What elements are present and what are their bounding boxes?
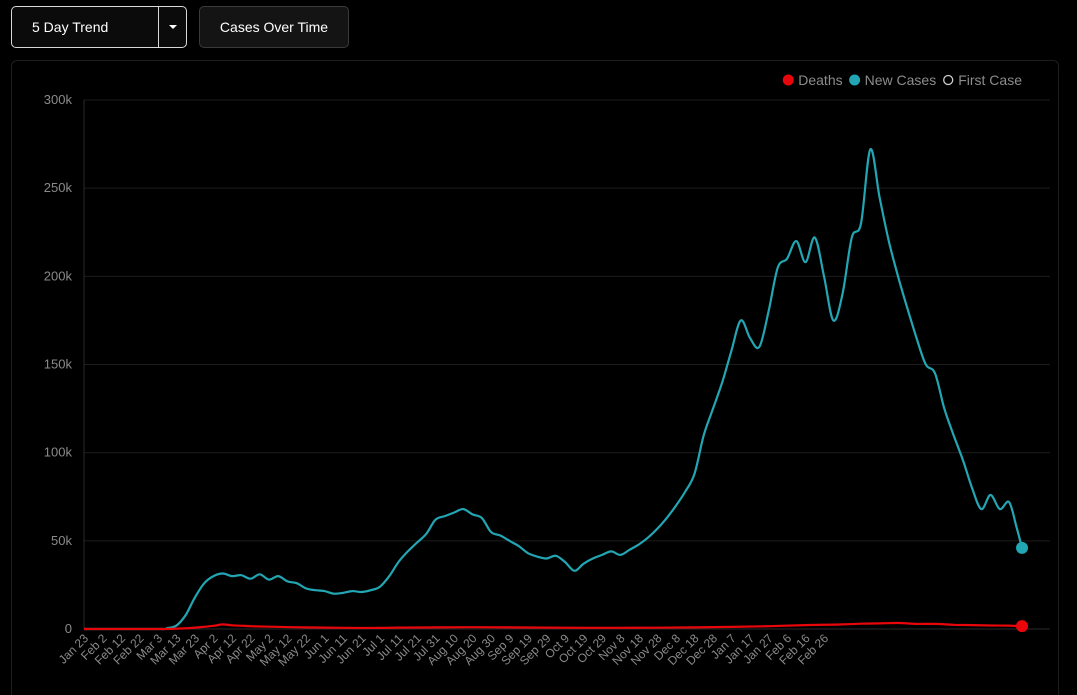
new-cases-line [84,148,1024,631]
y-tick-label: 50k [51,533,72,548]
new-cases-end-marker [1016,541,1028,554]
cases-over-time-button[interactable]: Cases Over Time [199,6,349,48]
legend-new-cases-marker [849,74,861,86]
trend-select-button[interactable]: 5 Day Trend [12,7,159,47]
legend-deaths-marker [782,74,794,86]
y-tick-label: 250k [44,180,73,195]
caret-down-icon [168,25,177,29]
trend-select[interactable]: 5 Day Trend [11,6,187,48]
deaths-end-marker [1016,620,1028,633]
cases-over-time-label: Cases Over Time [219,19,329,35]
y-tick-label: 0 [65,621,72,636]
y-tick-label: 150k [44,357,73,372]
legend-first-case-marker [943,74,954,86]
legend-deaths-label: Deaths [798,72,842,88]
y-tick-label: 300k [44,92,73,107]
chart-panel [11,60,1059,695]
legend-new-cases-label: New Cases [865,72,937,88]
y-tick-label: 100k [44,445,73,460]
trend-select-label: 5 Day Trend [32,19,109,35]
deaths-line [84,621,1023,631]
legend-first-case-label: First Case [958,72,1022,88]
y-tick-label: 200k [44,268,73,283]
trend-dropdown-toggle[interactable] [159,7,186,47]
